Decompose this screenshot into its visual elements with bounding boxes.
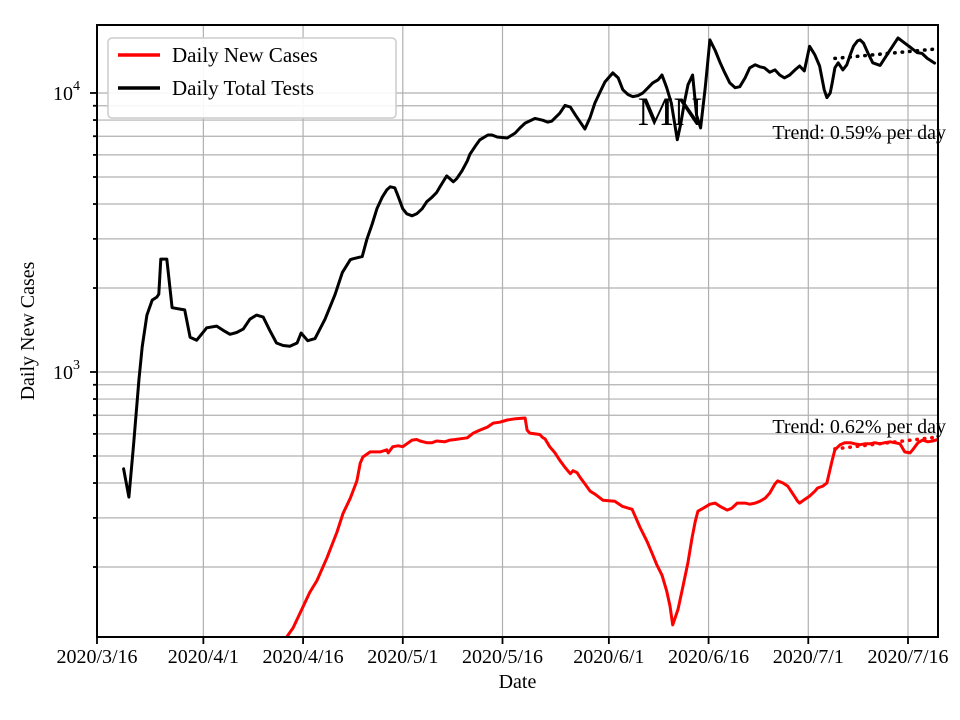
annotation-trend-cases: Trend: 0.62% per day: [772, 416, 946, 438]
legend: Daily New Cases Daily Total Tests: [107, 37, 397, 119]
series-tests-trend-0-59-per-day-: [833, 47, 938, 61]
x-tick-label: 2020/3/16: [56, 646, 137, 668]
legend-label: Daily New Cases: [172, 43, 318, 67]
x-tick-label: 2020/7/1: [773, 646, 844, 668]
annotation-trend-tests: Trend: 0.59% per day: [772, 122, 946, 144]
tick-marks: [90, 92, 909, 644]
y-tick-label: 104: [53, 79, 80, 105]
x-tick-label: 2020/7/16: [867, 646, 948, 668]
series-daily-total-tests: [122, 36, 937, 499]
x-tick-label: 2020/5/1: [367, 646, 438, 668]
series-group: [122, 36, 938, 637]
axes-spines: [96, 24, 939, 638]
y-axis-label: Daily New Cases: [17, 261, 39, 400]
series-cases-trend-0-62-per-day-: [833, 435, 938, 451]
x-tick-label: 2020/4/16: [263, 646, 344, 668]
series-daily-new-cases: [284, 416, 938, 637]
legend-label: Daily Total Tests: [172, 76, 314, 100]
x-tick-label: 2020/6/16: [668, 646, 749, 668]
y-tick-label: 103: [53, 358, 80, 384]
x-axis-label: Date: [499, 671, 537, 693]
x-tick-label: 2020/4/1: [168, 646, 239, 668]
legend-box: [107, 37, 397, 119]
x-tick-label: 2020/6/1: [573, 646, 644, 668]
x-tick-label: 2020/5/16: [462, 646, 543, 668]
gridlines: [96, 25, 938, 637]
